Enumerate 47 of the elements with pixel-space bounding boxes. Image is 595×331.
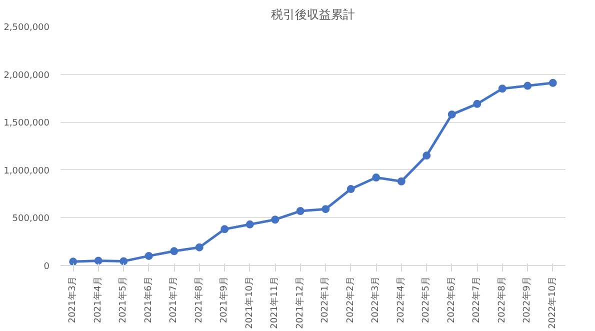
x-tick-label: 2022年8月	[496, 276, 508, 324]
point	[346, 185, 355, 194]
x-tick-label: 2021年11月	[269, 276, 280, 329]
point	[322, 205, 330, 214]
y-tick-label: 2,000,000	[4, 70, 50, 81]
point	[498, 84, 506, 93]
point	[94, 256, 102, 265]
point	[170, 247, 178, 256]
x-tick-label: 2022年5月	[420, 276, 432, 324]
point	[69, 258, 78, 266]
point	[422, 152, 431, 160]
x-tick-label: 2021年3月	[67, 276, 78, 324]
point	[220, 225, 229, 234]
point	[524, 82, 532, 90]
x-tick-label: 2022年3月	[370, 276, 382, 324]
x-tick-label: 2022年4月	[395, 276, 406, 324]
y-tick-label: 500,000	[12, 214, 50, 224]
point	[195, 243, 204, 252]
point	[448, 110, 456, 118]
x-tick-label: 2022年10月	[546, 276, 558, 329]
x-tick-label: 2022年1月	[320, 276, 331, 324]
point	[296, 207, 304, 215]
x-tick-label: 2022年7月	[471, 276, 482, 324]
y-tick-label: 0	[44, 262, 50, 272]
y-tick-label: 1,000,000	[4, 166, 50, 176]
x-tick-label: 2021年12月	[294, 276, 306, 329]
x-tick-label: 2021年5月	[118, 276, 129, 324]
x-tick-label: 2021年10月	[244, 276, 255, 329]
x-tick-label: 2022年6月	[446, 276, 457, 324]
x-tick-label: 2021年4月	[92, 276, 104, 324]
point	[548, 78, 557, 87]
x-tick-label: 2021年7月	[168, 276, 180, 324]
x-tick-label: 2021年8月	[193, 276, 204, 324]
x-tick-label: 2021年6月	[142, 276, 154, 324]
point	[144, 252, 153, 260]
point	[397, 177, 406, 186]
point	[372, 174, 380, 182]
x-tick-label: 2022年2月	[344, 276, 356, 324]
x-tick-label: 2021年9月	[218, 276, 230, 324]
point	[271, 216, 280, 224]
chart-title: 税引後収益累計	[271, 8, 355, 22]
x-tick-label: 2022年9月	[522, 276, 533, 324]
y-tick-label: 1,500,000	[4, 118, 50, 129]
point	[120, 257, 128, 266]
point	[246, 220, 254, 228]
y-tick-label: 2,500,000	[4, 23, 50, 33]
point	[473, 100, 482, 108]
